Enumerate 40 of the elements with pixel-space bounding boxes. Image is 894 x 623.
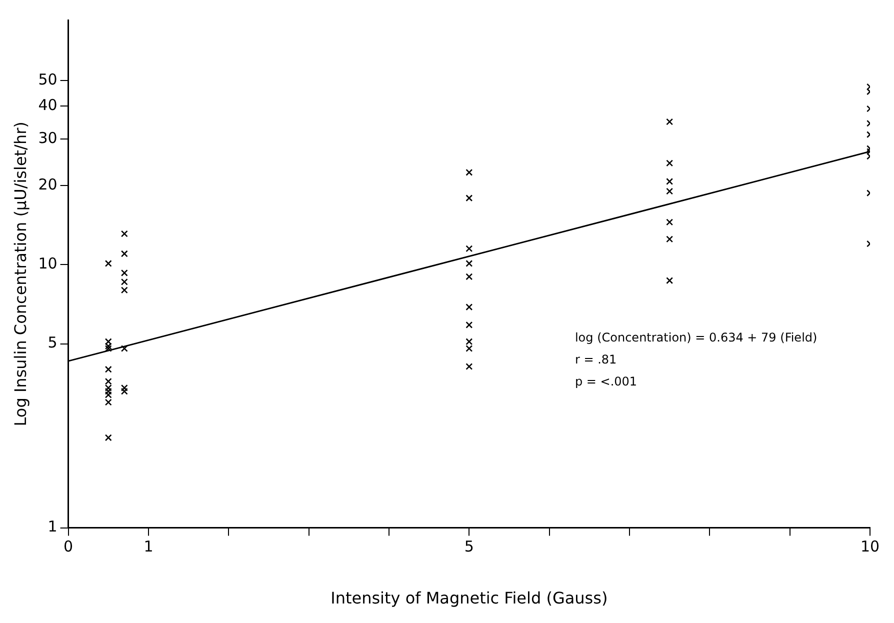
point bbox=[666, 178, 674, 185]
point bbox=[466, 321, 473, 328]
y-tick-label: 50 bbox=[38, 70, 58, 89]
annotation: p = <.001 bbox=[574, 374, 638, 389]
x-tick-label: 1 bbox=[144, 538, 154, 556]
point bbox=[466, 363, 473, 370]
point bbox=[666, 160, 674, 167]
point bbox=[466, 273, 473, 280]
point bbox=[466, 194, 473, 202]
point bbox=[666, 188, 674, 195]
point bbox=[104, 388, 112, 395]
point bbox=[120, 230, 128, 238]
y-axis-title: Log Insulin Concentration (μU/islet/hr) bbox=[10, 122, 30, 426]
point bbox=[104, 260, 112, 267]
x-tick-label: 0 bbox=[64, 538, 74, 556]
point bbox=[120, 250, 128, 258]
annotation: r = .81 bbox=[574, 352, 617, 367]
point bbox=[666, 277, 674, 284]
point bbox=[120, 384, 128, 392]
point bbox=[120, 388, 128, 395]
point bbox=[104, 366, 112, 373]
annotation: log (Concentration) = 0.634 + 79 (Field) bbox=[574, 330, 818, 345]
point bbox=[666, 218, 674, 226]
y-tick-label: 10 bbox=[38, 254, 58, 273]
y-tick-label: 40 bbox=[38, 96, 58, 114]
point bbox=[120, 345, 128, 352]
point bbox=[466, 245, 473, 252]
x-tick-label: 5 bbox=[464, 538, 474, 556]
point bbox=[466, 304, 473, 311]
x-tick-label: 10 bbox=[860, 538, 880, 556]
point bbox=[466, 260, 473, 267]
point bbox=[666, 236, 674, 243]
x-axis-title: Intensity of Magnetic Field (Gauss) bbox=[330, 588, 608, 608]
y-tick-label: 1 bbox=[48, 518, 58, 536]
y-tick-label: 20 bbox=[38, 175, 58, 194]
y-tick-label: 30 bbox=[38, 128, 58, 147]
point bbox=[666, 118, 674, 126]
point bbox=[466, 168, 473, 176]
y-tick-label: 5 bbox=[48, 334, 58, 352]
point bbox=[104, 434, 112, 442]
